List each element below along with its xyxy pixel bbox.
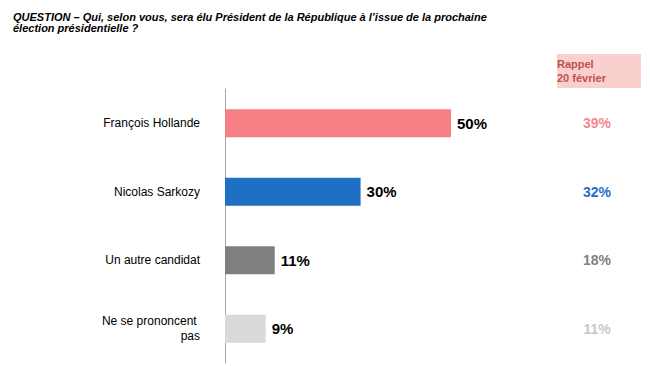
svg-text:QUESTION – Qui, selon vous, se: QUESTION – Qui, selon vous, sera élu Pré…	[13, 10, 490, 23]
svg-text:39%: 39%	[583, 115, 612, 131]
svg-text:50%: 50%	[457, 115, 487, 132]
svg-text:18%: 18%	[583, 252, 612, 268]
svg-text:Un autre candidat: Un autre candidat	[105, 253, 200, 267]
svg-text:élection présidentielle ?: élection présidentielle ?	[13, 22, 139, 34]
svg-text:11%: 11%	[281, 252, 310, 269]
svg-text:32%: 32%	[583, 184, 612, 200]
svg-text:François Hollande: François Hollande	[103, 116, 200, 130]
svg-text:Nicolas Sarkozy: Nicolas Sarkozy	[114, 185, 200, 199]
svg-text:Ne se prononcent: Ne se prononcent	[102, 314, 200, 328]
svg-text:20 février: 20 février	[557, 72, 607, 84]
svg-text:pas: pas	[181, 329, 200, 343]
svg-text:9%: 9%	[272, 320, 294, 337]
svg-text:30%: 30%	[367, 183, 397, 200]
svg-text:11%: 11%	[583, 321, 611, 337]
svg-text:Rappel: Rappel	[557, 58, 594, 70]
